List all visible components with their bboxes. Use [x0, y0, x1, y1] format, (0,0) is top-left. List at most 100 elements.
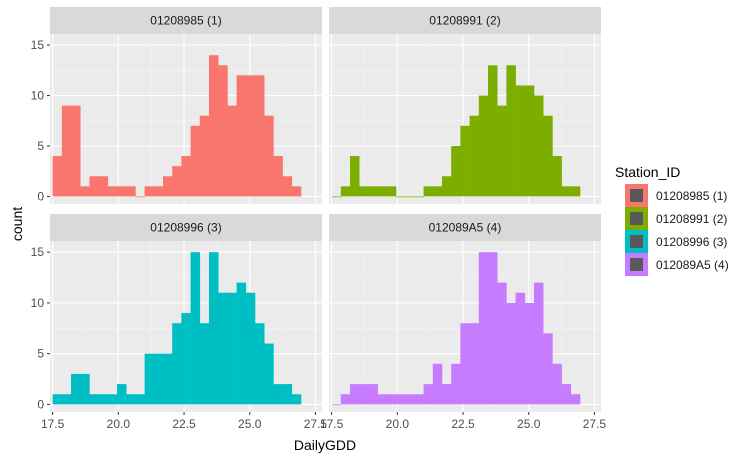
histogram-bar: [208, 55, 219, 197]
histogram-bar: [377, 186, 388, 197]
histogram-bar: [52, 394, 63, 405]
histogram-bar: [144, 353, 155, 405]
histogram-bar: [478, 95, 489, 197]
y-tick-label: 5: [37, 347, 44, 361]
histogram-bar: [405, 394, 415, 405]
legend-key-inner: [630, 258, 643, 271]
histogram-bar: [199, 115, 210, 197]
histogram-bar: [497, 282, 507, 405]
legend-key-inner: [630, 212, 643, 225]
legend-key-inner: [630, 189, 643, 202]
histogram-bar: [432, 186, 443, 197]
histogram-bar: [368, 186, 378, 197]
histogram-bar: [163, 353, 173, 405]
histogram-bar: [386, 394, 397, 405]
x-tick-label: 25.0: [238, 417, 262, 431]
histogram-bar: [153, 353, 164, 405]
histogram-bar: [117, 384, 127, 405]
histogram-bar: [506, 65, 516, 197]
histogram-bar: [89, 176, 99, 197]
histogram-bar: [533, 282, 544, 405]
histogram-bar: [331, 404, 342, 406]
histogram-bar: [291, 394, 302, 405]
x-tick-label: 27.5: [583, 417, 607, 431]
histogram-bar: [414, 196, 424, 198]
x-axis-title: DailyGDD: [294, 437, 356, 453]
histogram-bar: [98, 176, 109, 197]
facet-strip: [329, 214, 601, 241]
histogram-bar: [144, 186, 155, 197]
histogram-bar: [163, 176, 173, 197]
histogram-bar: [199, 323, 210, 405]
histogram-bar: [442, 176, 452, 197]
histogram-bar: [273, 384, 283, 405]
histogram-bar: [153, 186, 164, 197]
histogram-bar: [386, 186, 397, 197]
histogram-bar: [181, 313, 191, 405]
x-tick-label: 20.0: [107, 417, 131, 431]
histogram-bar: [117, 186, 127, 197]
facet-strip: [50, 7, 322, 34]
legend-label-2: 01208991 (2): [656, 212, 727, 226]
histogram-bar: [107, 186, 118, 197]
histogram-bar: [135, 394, 145, 405]
histogram-bar: [52, 156, 63, 197]
histogram-bar: [190, 125, 201, 197]
x-tick-label: 27.5: [304, 417, 328, 431]
histogram-bar: [432, 363, 443, 405]
histogram-bar: [543, 333, 553, 405]
y-tick-label: 5: [37, 139, 44, 153]
histogram-bar: [245, 75, 256, 197]
facet-strip: [329, 7, 601, 34]
y-tick-label: 0: [37, 189, 44, 203]
histogram-bar: [524, 302, 535, 405]
histogram-bar: [236, 75, 247, 197]
histogram-bar: [396, 394, 406, 405]
histogram-bar: [497, 105, 507, 197]
histogram-bar: [80, 373, 90, 405]
histogram-bar: [172, 166, 182, 197]
histogram-bar: [71, 373, 81, 405]
histogram-bar: [469, 115, 480, 197]
histogram-bar: [396, 196, 406, 198]
histogram-bar: [126, 186, 136, 197]
y-tick-label: 10: [31, 296, 45, 310]
histogram-bar: [218, 292, 228, 405]
histogram-bar: [331, 196, 342, 198]
histogram-bar: [350, 156, 360, 197]
histogram-bar: [254, 75, 265, 197]
histogram-bar: [135, 196, 145, 198]
histogram-bar: [340, 186, 351, 197]
histogram-bar: [405, 196, 415, 198]
histogram-bar: [423, 186, 434, 197]
x-tick-label: 17.5: [320, 417, 344, 431]
histogram-bar: [61, 394, 72, 405]
x-tick-label: 17.5: [41, 417, 65, 431]
histogram-bar: [359, 186, 369, 197]
histogram-bar: [273, 156, 283, 197]
histogram-bar: [368, 384, 378, 405]
histogram-bar: [423, 384, 434, 405]
histogram-bar: [291, 186, 302, 197]
histogram-bar: [515, 85, 526, 197]
histogram-bar: [552, 363, 562, 405]
facet-strip: [50, 214, 322, 241]
y-axis-title: count: [9, 207, 25, 241]
histogram-bar: [487, 252, 498, 405]
x-tick-label: 22.5: [451, 417, 475, 431]
histogram-bar: [172, 323, 182, 405]
facet-strip-label: 01208985 (1): [150, 14, 221, 28]
histogram-bar: [107, 394, 118, 405]
histogram-bar: [478, 252, 489, 405]
y-tick-label: 15: [31, 38, 45, 52]
histogram-bar: [98, 394, 109, 405]
histogram-bar: [506, 302, 516, 405]
histogram-bar: [543, 115, 553, 197]
histogram-bar: [264, 115, 274, 197]
legend-key-inner: [630, 235, 643, 248]
histogram-bar: [515, 292, 526, 405]
histogram-bar: [469, 323, 480, 405]
histogram-bar: [282, 384, 293, 405]
histogram-bar: [377, 394, 388, 405]
